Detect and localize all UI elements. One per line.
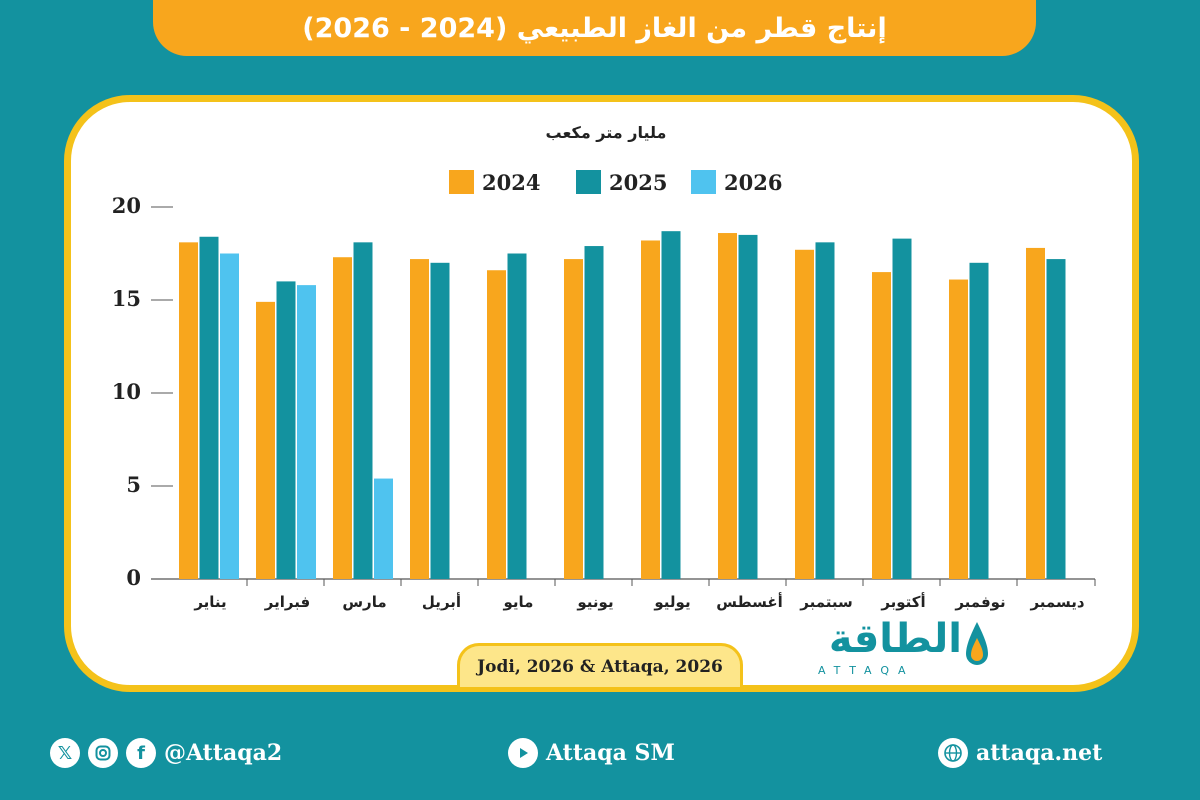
globe-icon[interactable] (938, 738, 968, 768)
flame-drop-icon (966, 622, 988, 665)
bar-2025-12 (1046, 259, 1066, 579)
x-tick-label: يوليو (653, 593, 690, 611)
bar-2025-4 (430, 262, 450, 579)
bar-2026-1 (220, 253, 239, 579)
bar-2024-3 (333, 257, 352, 579)
bar-chart: مليار متر مكعب 2024 2025 2026 0 5 10 15 20 يناير ف… (112, 123, 1096, 611)
bar-2024-10 (872, 272, 891, 579)
y-tick-label: 0 (126, 565, 141, 590)
website-link: attaqa.net (938, 733, 1102, 773)
bar-2024-6 (564, 259, 583, 579)
legend-label-2024: 2024 (482, 170, 540, 195)
bar-2024-2 (256, 301, 275, 579)
y-tick-label: 20 (112, 193, 141, 218)
bar-2024-4 (410, 259, 429, 579)
x-tick-label: مايو (503, 593, 534, 611)
social-links: 𝕏 f @Attaqa2 (50, 733, 282, 773)
x-tick-label: نوفمبر (954, 593, 1005, 611)
legend-swatch-2026 (691, 170, 716, 194)
facebook-icon[interactable]: f (126, 738, 156, 768)
title-banner: إنتاج قطر من الغاز الطبيعي (2024 - 2026) (153, 0, 1036, 56)
bar-2025-6 (584, 246, 604, 579)
source-label: Jodi, 2026 & Attaqa, 2026 (457, 643, 743, 687)
bar-2025-2 (276, 281, 296, 579)
bar-2025-9 (815, 242, 835, 579)
logo-arabic-text: الطاقة (828, 616, 962, 662)
y-tick-label: 15 (112, 286, 141, 311)
page-title: إنتاج قطر من الغاز الطبيعي (2024 - 2026) (302, 12, 887, 44)
bar-2025-8 (738, 234, 758, 579)
bar-2026-3 (374, 478, 393, 579)
legend-swatch-2025 (576, 170, 601, 194)
x-tick-label: ديسمبر (1029, 593, 1084, 611)
bar-2024-1 (179, 242, 198, 579)
bar-2025-11 (969, 262, 989, 579)
x-tick-label: فبراير (264, 593, 310, 611)
bar-2024-7 (641, 240, 660, 580)
instagram-icon[interactable] (88, 738, 118, 768)
bar-2025-3 (353, 242, 373, 579)
youtube-icon[interactable] (508, 738, 538, 768)
logo-english-text: ATTAQA (818, 664, 915, 677)
bar-2024-12 (1026, 247, 1045, 580)
social-handle[interactable]: @Attaqa2 (164, 740, 283, 766)
bar-2024-8 (718, 233, 737, 580)
x-tick-label: سبتمبر (799, 593, 853, 611)
x-tick-label: أغسطس (716, 592, 782, 611)
bar-2025-7 (661, 231, 681, 579)
youtube-channel[interactable]: Attaqa SM (546, 740, 675, 766)
bar-2026-2 (297, 285, 316, 579)
x-tick-label: أبريل (422, 592, 461, 611)
x-tick-label: مارس (342, 593, 386, 611)
legend-label-2025: 2025 (609, 170, 667, 195)
bar-2024-9 (795, 249, 814, 579)
chart-card: مليار متر مكعب 2024 2025 2026 0 5 10 15 20 يناير ف… (64, 95, 1139, 692)
attaqa-logo: الطاقة ATTAQA (812, 616, 990, 684)
youtube-link: Attaqa SM (508, 733, 675, 773)
bar-2025-5 (507, 253, 527, 579)
x-tick-label: يناير (193, 593, 226, 611)
bar-2024-5 (487, 270, 506, 579)
bar-2024-11 (949, 279, 968, 579)
bar-2025-1 (199, 236, 219, 579)
x-icon[interactable]: 𝕏 (50, 738, 80, 768)
y-tick-label: 5 (126, 472, 141, 497)
legend-swatch-2024 (449, 170, 474, 194)
y-tick-label: 10 (112, 379, 141, 404)
y-unit-label: مليار متر مكعب (546, 123, 667, 142)
legend-label-2026: 2026 (724, 170, 782, 195)
x-tick-label: أكتوبر (880, 592, 925, 611)
bar-2025-10 (892, 238, 912, 579)
website-url[interactable]: attaqa.net (976, 740, 1103, 766)
x-tick-label: يونيو (576, 593, 613, 611)
